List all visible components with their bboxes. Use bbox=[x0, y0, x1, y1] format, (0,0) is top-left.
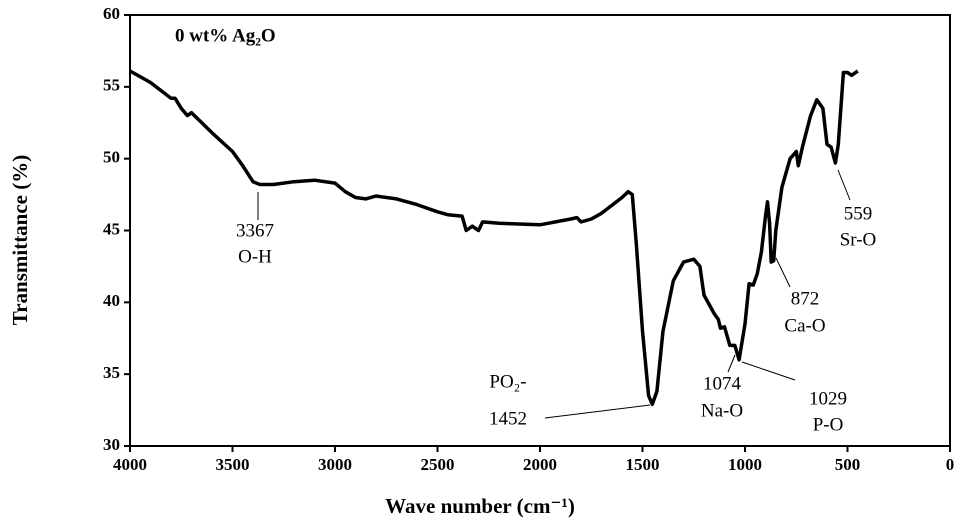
x-tick-label: 3500 bbox=[216, 455, 250, 474]
annotation: 1029 bbox=[809, 388, 847, 409]
x-tick-label: 1000 bbox=[728, 455, 762, 474]
x-tick-label: 2000 bbox=[523, 455, 557, 474]
annotation: PO₂- bbox=[489, 371, 526, 392]
x-axis-label: Wave number (cm⁻¹) bbox=[385, 494, 575, 518]
spectrum-line bbox=[129, 69, 859, 407]
annotation: 559 bbox=[844, 203, 873, 224]
annotation: Ca-O bbox=[784, 315, 825, 336]
annotation: 1452 bbox=[489, 408, 527, 429]
y-tick-label: 30 bbox=[103, 435, 120, 454]
x-tick-label: 0 bbox=[946, 455, 955, 474]
y-tick-label: 50 bbox=[103, 148, 120, 167]
x-tick-label: 2500 bbox=[421, 455, 455, 474]
annotation: P-O bbox=[813, 414, 844, 435]
annotation: Sr-O bbox=[840, 229, 877, 250]
y-axis-label: Transmittance (%) bbox=[8, 155, 32, 326]
annotation-leader bbox=[837, 169, 851, 201]
annotation: 3367 bbox=[236, 220, 274, 241]
annotation: 872 bbox=[791, 288, 820, 309]
annotation: O-H bbox=[238, 246, 272, 267]
y-tick-label: 60 bbox=[103, 4, 120, 23]
y-tick-label: 45 bbox=[103, 219, 120, 238]
x-tick-label: 3000 bbox=[318, 455, 352, 474]
chart-title: 0 wt% Ag₂O bbox=[175, 25, 276, 46]
x-tick-label: 1500 bbox=[626, 455, 660, 474]
y-tick-label: 55 bbox=[103, 76, 120, 95]
annotation-leader bbox=[775, 257, 791, 288]
x-tick-label: 500 bbox=[835, 455, 861, 474]
annotation-leader bbox=[741, 361, 796, 381]
y-tick-label: 35 bbox=[103, 363, 120, 382]
annotation-leader bbox=[727, 354, 736, 373]
x-tick-label: 4000 bbox=[113, 455, 147, 474]
annotation: Na-O bbox=[701, 400, 743, 421]
annotation-leader bbox=[544, 404, 651, 419]
y-tick-label: 40 bbox=[103, 291, 120, 310]
annotation: 1074 bbox=[703, 373, 742, 394]
